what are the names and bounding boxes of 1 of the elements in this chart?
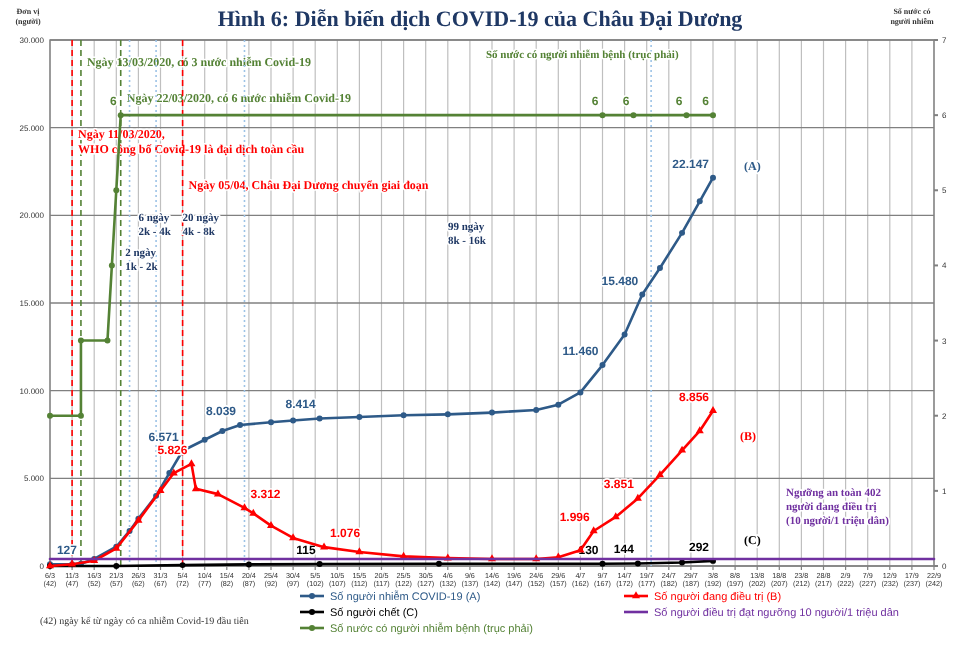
chart-title: Hình 6: Diễn biến dịch COVID-19 của Châu Đại Dương [217, 8, 744, 32]
